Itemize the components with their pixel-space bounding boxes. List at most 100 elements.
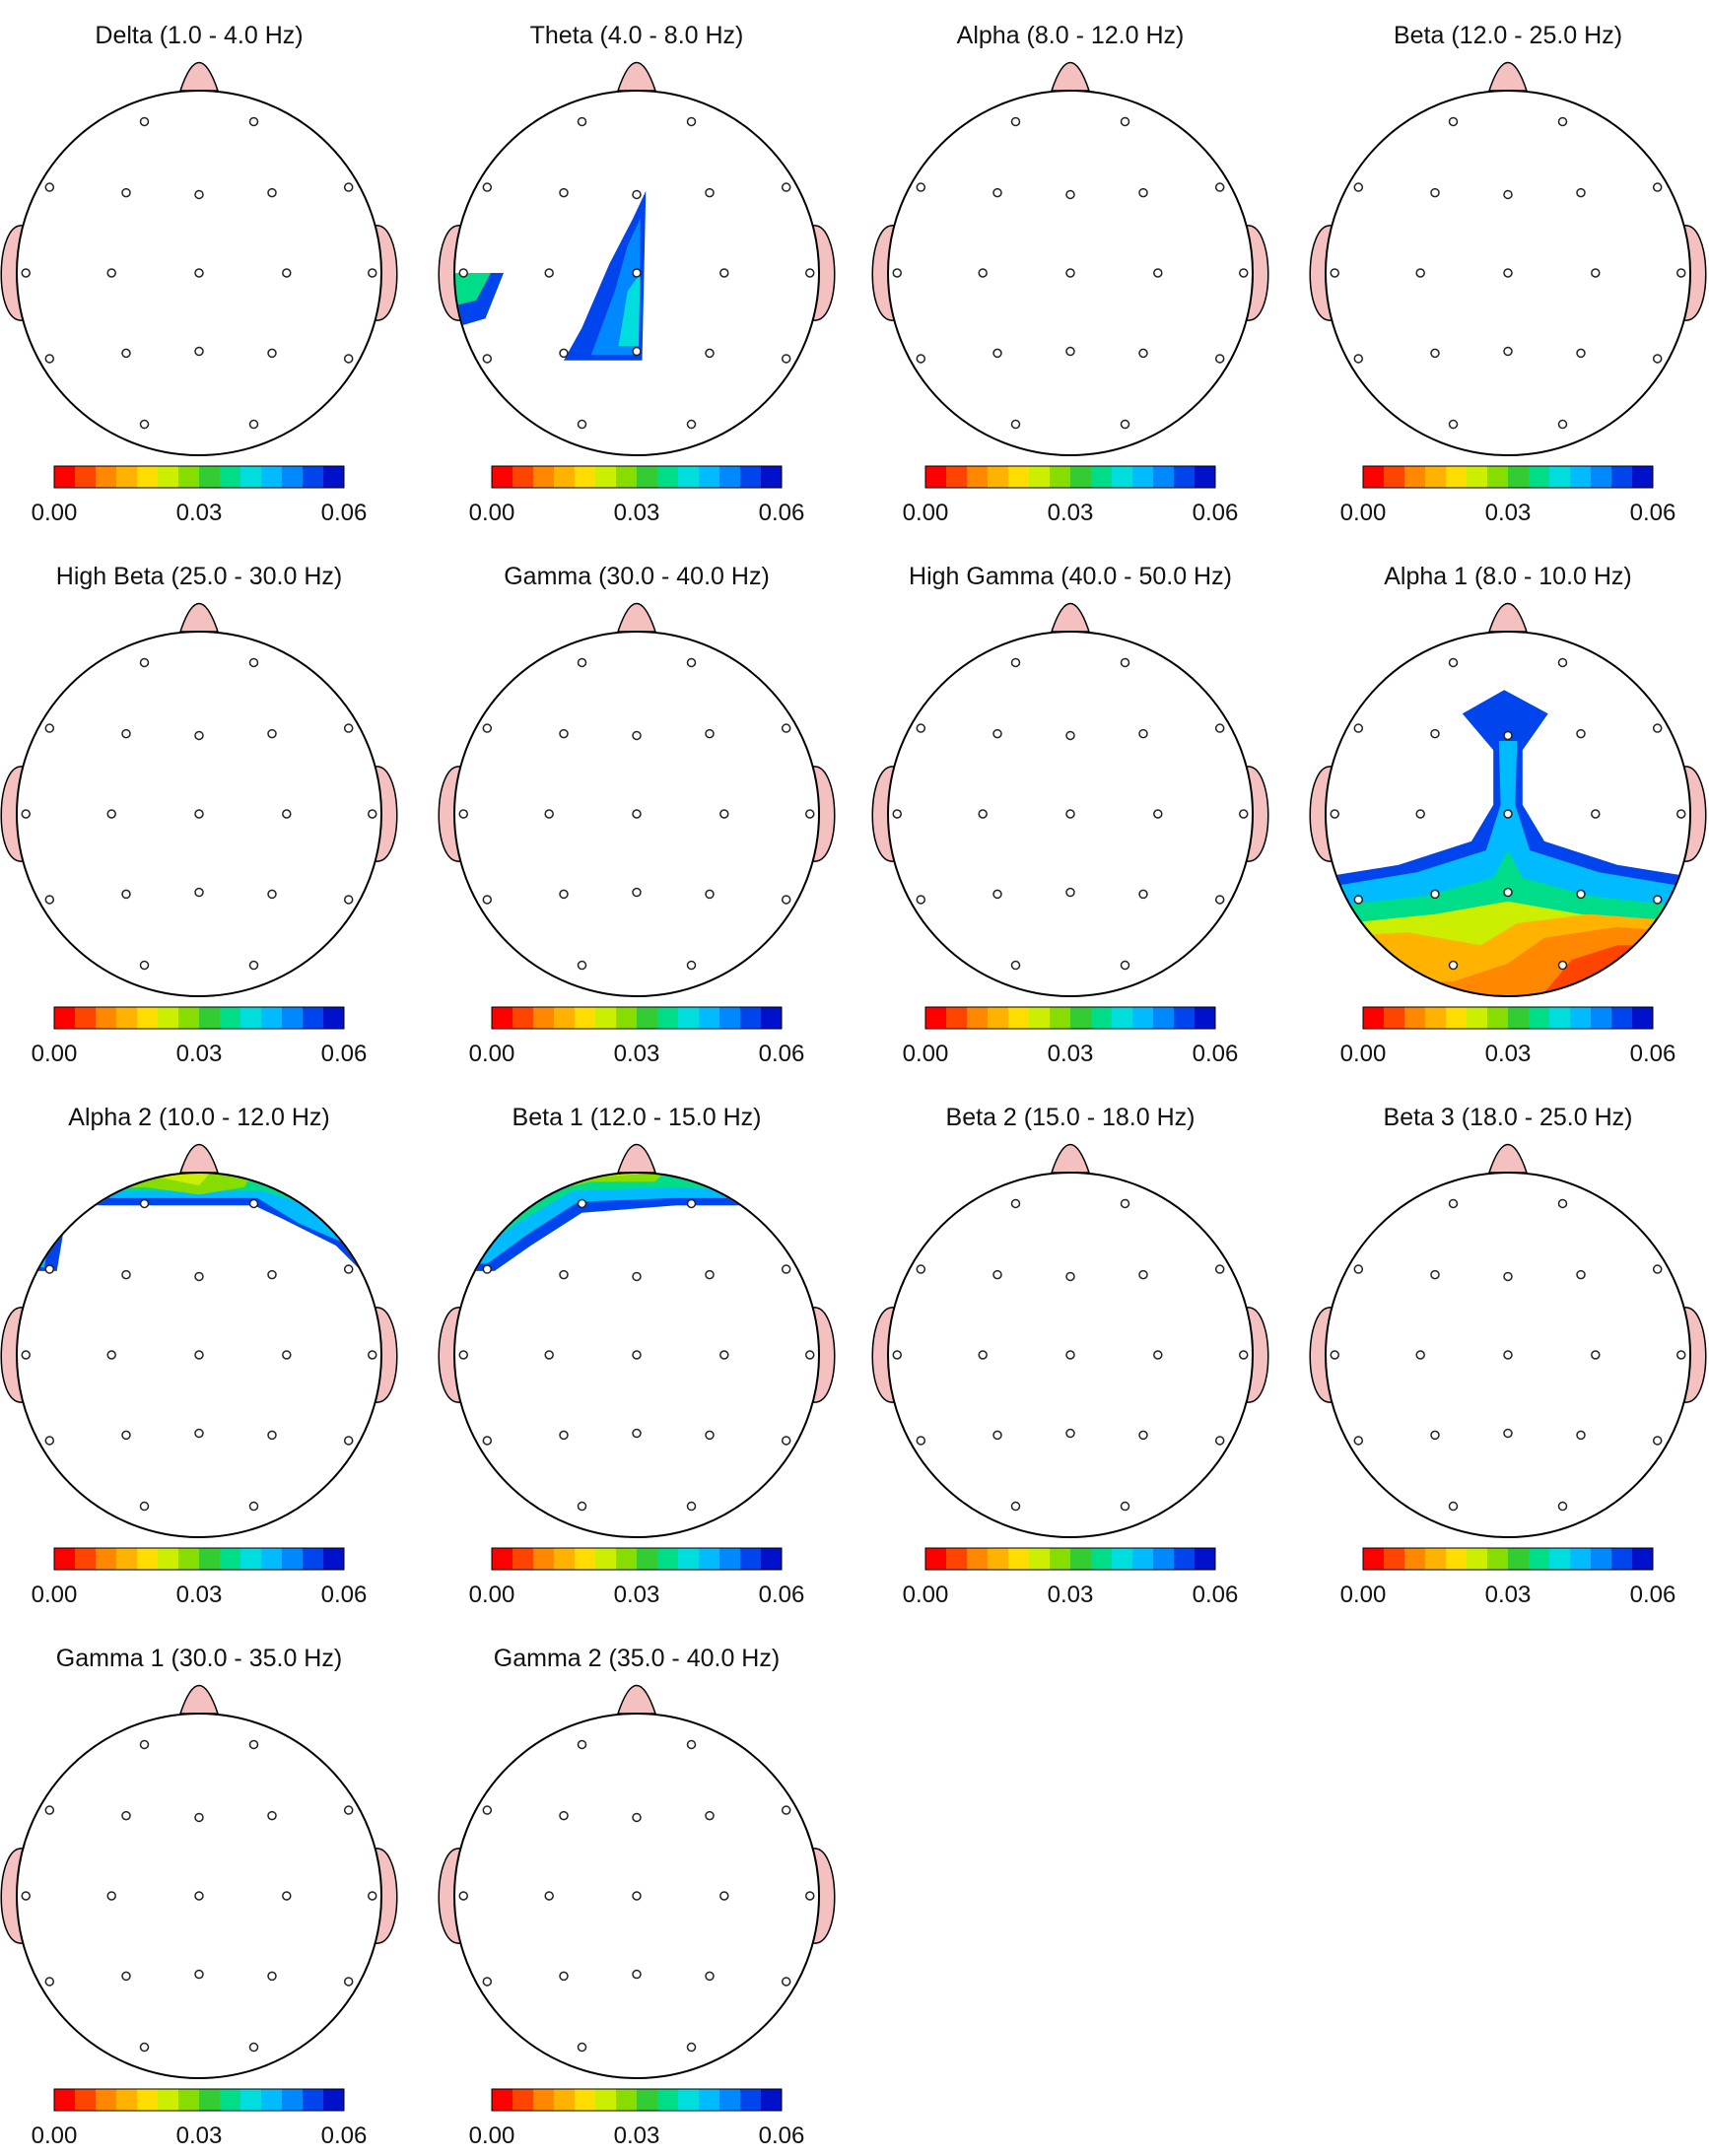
colorbar-tick-label: 0.03 bbox=[176, 2122, 223, 2149]
colorbar-swatch bbox=[1508, 1548, 1530, 1570]
colorbar-swatch bbox=[946, 1007, 968, 1029]
electrode-marker bbox=[559, 1430, 569, 1441]
electrode-marker bbox=[194, 268, 204, 278]
colorbar-swatch bbox=[1029, 466, 1051, 488]
electrode-marker bbox=[44, 1264, 55, 1274]
electrode-marker bbox=[343, 1264, 354, 1274]
electrode-marker bbox=[248, 116, 259, 127]
electrode-marker bbox=[1503, 268, 1513, 278]
electrode-marker bbox=[343, 723, 354, 733]
colorbar-swatch bbox=[1174, 1548, 1196, 1570]
head-outline bbox=[1325, 1172, 1691, 1538]
colorbar-swatch bbox=[925, 1007, 947, 1029]
electrode-marker bbox=[1065, 887, 1075, 898]
topomap-title: Alpha 2 (10.0 - 12.0 Hz) bbox=[68, 1104, 329, 1131]
electrode-marker bbox=[577, 1739, 587, 1750]
topomap-title: Gamma 1 (30.0 - 35.0 Hz) bbox=[56, 1645, 342, 1672]
colorbar-tick-label: 0.00 bbox=[32, 1041, 78, 1067]
electrode-marker bbox=[139, 657, 150, 668]
colorbar-frame bbox=[53, 465, 345, 489]
electrode-marker bbox=[1010, 116, 1021, 127]
colorbar-swatch bbox=[1195, 1007, 1216, 1029]
head-outline bbox=[887, 90, 1254, 456]
colorbar-swatch bbox=[492, 2089, 513, 2111]
electrode-marker bbox=[1503, 1271, 1513, 1282]
colorbar-swatch bbox=[240, 1548, 262, 1570]
electrode-marker bbox=[1065, 346, 1075, 357]
electrode-marker bbox=[1239, 1350, 1249, 1360]
colorbar-swatch bbox=[178, 466, 200, 488]
electrode-marker bbox=[577, 1198, 587, 1209]
colorbar-tick-label: 0.00 bbox=[32, 1582, 78, 1608]
electrode-marker bbox=[121, 1269, 131, 1280]
colorbar-swatch bbox=[554, 466, 576, 488]
electrode-marker bbox=[1010, 657, 1021, 668]
colorbar-swatch bbox=[1632, 466, 1654, 488]
colorbar-swatch bbox=[323, 1007, 345, 1029]
electrode-marker bbox=[1353, 1436, 1364, 1446]
electrode-marker bbox=[282, 1350, 292, 1360]
electrode-marker bbox=[1214, 895, 1225, 905]
electrode-marker bbox=[1138, 728, 1148, 739]
electrode-marker bbox=[1676, 809, 1686, 819]
colorbar-frame bbox=[924, 1006, 1216, 1030]
electrode-marker bbox=[1138, 1269, 1148, 1280]
colorbar-swatch bbox=[178, 1548, 200, 1570]
head-outline bbox=[16, 1713, 382, 2079]
electrode-marker bbox=[1652, 723, 1663, 733]
electrode-marker bbox=[686, 2042, 697, 2053]
colorbar-swatch bbox=[96, 466, 117, 488]
colorbar-swatch bbox=[1195, 1548, 1216, 1570]
colorbar-swatch bbox=[303, 1007, 324, 1029]
colorbar-swatch bbox=[678, 2089, 700, 2111]
nose-icon bbox=[616, 61, 657, 92]
colorbar-swatch bbox=[96, 1548, 117, 1570]
electrode-marker bbox=[705, 1971, 715, 1982]
electrode-marker bbox=[632, 1428, 642, 1439]
colorbar-swatch bbox=[54, 466, 76, 488]
colorbar-swatch bbox=[946, 1548, 968, 1570]
colorbar-swatch bbox=[554, 2089, 576, 2111]
electrode-marker bbox=[458, 268, 468, 278]
colorbar-tick-label: 0.06 bbox=[321, 1582, 368, 1608]
electrode-marker bbox=[1138, 889, 1148, 900]
colorbar-swatch bbox=[657, 2089, 679, 2111]
colorbar-swatch bbox=[616, 1548, 638, 1570]
electrode-marker bbox=[805, 1350, 815, 1360]
colorbar-swatch bbox=[261, 2089, 283, 2111]
head-outline bbox=[16, 1172, 382, 1538]
colorbar-tick-label: 0.00 bbox=[903, 1582, 949, 1608]
electrode-marker bbox=[805, 1891, 815, 1901]
electrode-marker bbox=[632, 268, 642, 278]
electrode-marker bbox=[544, 1350, 554, 1360]
electrode-marker bbox=[1448, 960, 1459, 971]
electrode-marker bbox=[267, 1971, 277, 1982]
electrode-marker bbox=[916, 1436, 926, 1446]
topomap-title: Alpha (8.0 - 12.0 Hz) bbox=[957, 22, 1185, 49]
electrode-marker bbox=[719, 268, 729, 278]
electrode-marker bbox=[1415, 809, 1425, 819]
colorbar-swatch bbox=[282, 1548, 304, 1570]
colorbar-swatch bbox=[513, 2089, 534, 2111]
colorbar-tick-label: 0.03 bbox=[614, 1582, 660, 1608]
electrode-marker bbox=[194, 730, 204, 741]
electrode-marker bbox=[139, 116, 150, 127]
electrode-marker bbox=[121, 348, 131, 359]
colorbar-swatch bbox=[575, 1007, 596, 1029]
electrode-marker bbox=[1214, 723, 1225, 733]
head-outline bbox=[453, 631, 820, 997]
electrode-marker bbox=[577, 2042, 587, 2053]
electrode-marker bbox=[1353, 182, 1364, 192]
nose-icon bbox=[178, 1684, 220, 1715]
head-outline bbox=[453, 1172, 820, 1538]
electrode-marker bbox=[781, 1436, 791, 1446]
colorbar-swatch bbox=[1174, 1007, 1196, 1029]
colorbar-frame bbox=[491, 1006, 783, 1030]
colorbar-swatch bbox=[967, 1007, 989, 1029]
electrode-marker bbox=[21, 268, 31, 278]
nose-icon bbox=[1050, 61, 1091, 92]
electrode-marker bbox=[121, 1971, 131, 1982]
topomap-title: High Beta (25.0 - 30.0 Hz) bbox=[56, 563, 342, 590]
colorbar-swatch bbox=[1467, 1548, 1488, 1570]
electrode-marker bbox=[1138, 348, 1148, 359]
